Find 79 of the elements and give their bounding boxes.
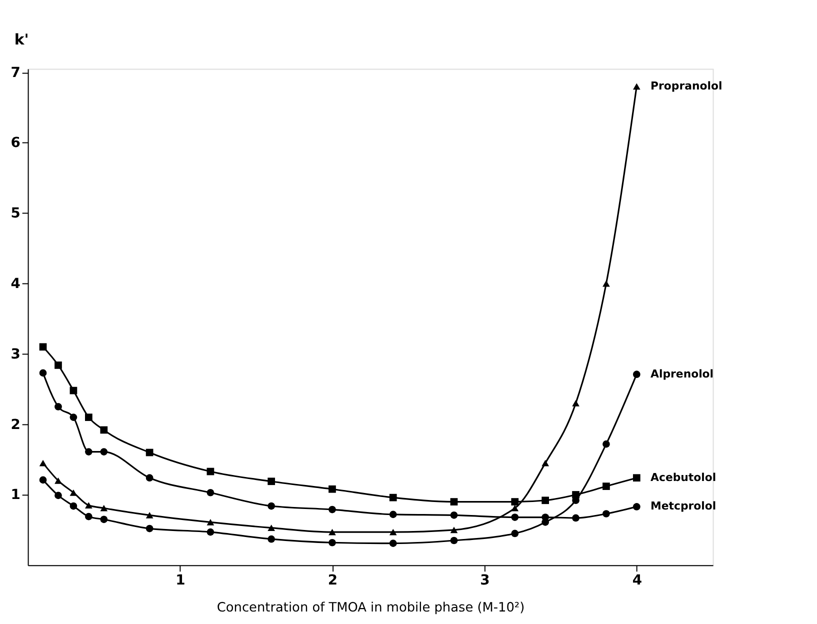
point [146, 474, 154, 482]
point [632, 370, 640, 378]
point [146, 512, 154, 518]
point [70, 489, 78, 496]
point [328, 506, 336, 514]
point [389, 528, 397, 536]
point [602, 440, 610, 448]
point [39, 343, 47, 351]
y-tick-label: 6 [10, 135, 20, 152]
point [389, 494, 397, 502]
point [54, 477, 62, 484]
point [268, 524, 276, 532]
point [389, 540, 397, 547]
y-tick-label: 2 [10, 416, 20, 433]
point [206, 468, 214, 476]
point [328, 528, 336, 536]
point [70, 414, 78, 421]
point [206, 528, 214, 536]
point [632, 83, 640, 90]
y-tick-label: 7 [10, 64, 20, 81]
point [85, 512, 92, 520]
point [54, 362, 62, 369]
x-tick-label: 4 [632, 572, 642, 589]
point [85, 502, 92, 508]
point [572, 400, 580, 406]
point [100, 448, 108, 456]
point [54, 403, 62, 410]
x-axis-title: Concentration of TMOA in mobile phase (M-10²) [216, 600, 525, 616]
point [70, 386, 78, 394]
point [85, 414, 92, 421]
point [54, 492, 62, 500]
point [511, 530, 519, 538]
point [602, 280, 610, 287]
y-tick-label: 5 [10, 206, 20, 222]
point [328, 485, 336, 493]
point [511, 498, 519, 506]
point [39, 369, 47, 377]
point [100, 516, 108, 524]
series-label: Propranolol [650, 79, 722, 92]
y-tick-label: 3 [10, 346, 20, 362]
point [100, 426, 108, 434]
y-tick-label: 1 [10, 487, 20, 504]
point [146, 524, 154, 532]
point [268, 478, 276, 486]
point [100, 504, 108, 512]
point [542, 460, 550, 466]
x-tick-label: 2 [328, 572, 338, 589]
point [511, 514, 519, 521]
point [70, 502, 78, 510]
series-label: Acebutolol [650, 470, 716, 484]
point [206, 519, 214, 526]
x-tick-label: 1 [176, 572, 186, 589]
point [602, 510, 610, 518]
y-axis-title: k' [14, 30, 29, 48]
point [39, 476, 47, 484]
series-label: Metcprolol [650, 500, 716, 513]
point [602, 482, 610, 490]
point [542, 514, 550, 521]
point [450, 536, 458, 544]
point [572, 491, 580, 498]
point [39, 460, 47, 466]
point [450, 511, 458, 519]
point [85, 448, 92, 456]
point [450, 498, 458, 506]
point [542, 496, 550, 504]
point [268, 535, 276, 543]
point [146, 448, 154, 456]
point [206, 488, 214, 496]
point [511, 504, 519, 512]
point [572, 514, 580, 522]
point [268, 502, 276, 510]
point [450, 526, 458, 534]
series-label: Alprenolol [650, 367, 714, 380]
x-tick-label: 3 [480, 572, 490, 589]
y-tick-label: 4 [10, 276, 21, 292]
point [389, 510, 397, 518]
point [328, 538, 336, 546]
point [632, 503, 640, 510]
point [632, 474, 640, 482]
